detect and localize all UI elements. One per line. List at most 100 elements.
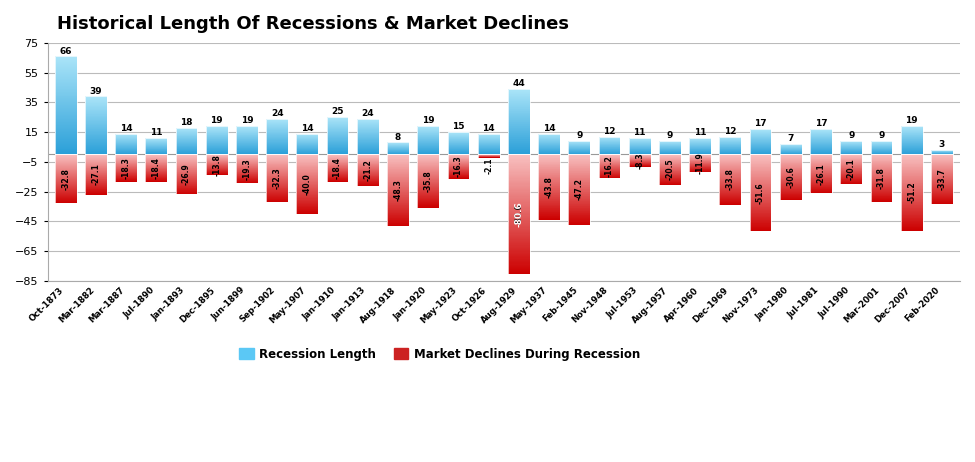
Bar	[720, 154, 741, 205]
Text: 39: 39	[90, 87, 102, 96]
Bar	[901, 193, 922, 194]
Bar	[387, 189, 409, 190]
Bar	[568, 172, 590, 173]
Bar	[750, 154, 771, 155]
Bar	[417, 203, 439, 204]
Bar	[85, 114, 106, 115]
Bar	[296, 156, 318, 157]
Bar	[568, 164, 590, 165]
Bar	[327, 117, 348, 154]
Bar	[750, 155, 771, 156]
Bar	[85, 142, 106, 143]
Bar	[55, 174, 76, 175]
Bar	[387, 167, 409, 168]
Bar	[508, 223, 529, 224]
Bar	[417, 161, 439, 162]
Bar	[296, 195, 318, 196]
Bar	[387, 206, 409, 207]
Bar	[55, 57, 76, 58]
Bar	[508, 112, 529, 113]
Bar	[750, 227, 771, 228]
Bar	[417, 157, 439, 158]
Bar	[55, 76, 76, 77]
Bar	[508, 261, 529, 262]
Bar	[387, 221, 409, 222]
Bar	[750, 209, 771, 210]
Bar	[538, 183, 560, 184]
Bar	[871, 171, 892, 172]
Bar	[568, 206, 590, 207]
Bar	[538, 177, 560, 178]
Bar	[568, 210, 590, 211]
Bar	[750, 206, 771, 207]
Bar	[296, 154, 318, 214]
Bar	[901, 209, 922, 210]
Bar	[85, 113, 106, 114]
Bar	[55, 145, 76, 146]
Bar	[750, 165, 771, 166]
Bar	[750, 170, 771, 171]
Bar	[931, 167, 953, 168]
Bar	[387, 198, 409, 199]
Bar	[720, 178, 741, 179]
Bar	[538, 216, 560, 217]
Bar	[931, 201, 953, 202]
Bar	[85, 148, 106, 149]
Bar	[508, 100, 529, 101]
Bar	[508, 135, 529, 136]
Bar	[55, 72, 76, 73]
Bar	[85, 126, 106, 127]
Bar	[750, 216, 771, 217]
Bar	[720, 176, 741, 177]
Bar	[387, 170, 409, 171]
Bar	[387, 164, 409, 165]
Bar	[55, 175, 76, 176]
Bar	[417, 204, 439, 205]
Bar	[508, 177, 529, 178]
Bar	[901, 213, 922, 214]
Bar	[871, 185, 892, 186]
Bar	[508, 220, 529, 221]
Bar	[296, 157, 318, 158]
Bar	[901, 182, 922, 183]
Bar	[55, 144, 76, 145]
Bar	[720, 158, 741, 159]
Bar	[417, 182, 439, 183]
Bar	[417, 186, 439, 187]
Bar	[750, 210, 771, 211]
Bar	[55, 59, 76, 60]
Bar	[508, 218, 529, 219]
Bar	[901, 201, 922, 202]
Bar	[55, 143, 76, 144]
Bar	[508, 169, 529, 170]
Bar	[55, 108, 76, 109]
Bar	[55, 186, 76, 187]
Bar	[266, 195, 288, 196]
Bar	[296, 196, 318, 197]
Bar	[901, 187, 922, 188]
Bar	[931, 163, 953, 164]
Bar	[387, 187, 409, 188]
Bar	[387, 181, 409, 182]
Bar	[387, 157, 409, 158]
Bar	[871, 156, 892, 157]
Bar	[931, 197, 953, 198]
Bar	[750, 222, 771, 223]
Bar	[508, 176, 529, 177]
Bar	[750, 228, 771, 229]
Bar	[387, 179, 409, 180]
Bar	[750, 164, 771, 165]
Bar	[508, 188, 529, 189]
Bar	[55, 127, 76, 128]
Text: -47.2: -47.2	[575, 178, 584, 201]
Bar	[901, 189, 922, 190]
Bar	[387, 168, 409, 169]
Bar	[508, 107, 529, 108]
Bar	[417, 187, 439, 188]
Bar	[55, 182, 76, 183]
Bar	[901, 183, 922, 184]
Bar	[55, 181, 76, 182]
Bar	[55, 184, 76, 185]
Bar	[55, 81, 76, 82]
Bar	[508, 143, 529, 144]
